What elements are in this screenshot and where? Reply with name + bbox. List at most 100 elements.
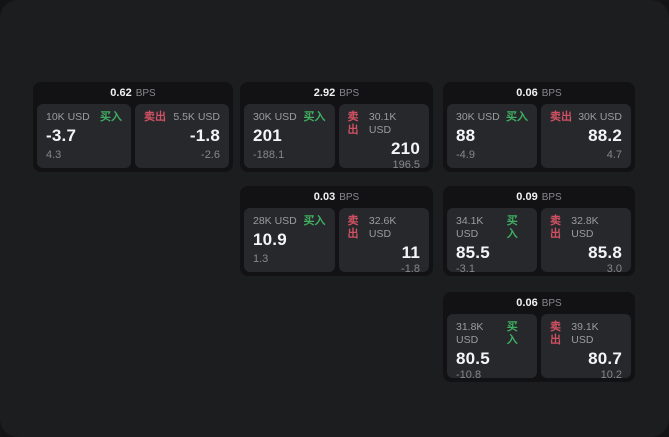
- sell-label-row: 卖出 32.8K USD: [550, 215, 622, 241]
- spread-unit: BPS: [339, 191, 360, 203]
- spread-header: 2.92 BPS: [240, 82, 433, 104]
- spread-value: 0.09: [516, 191, 538, 203]
- panels-row: 28K USD 买入 10.9 1.3 卖出 32.6K USD 11 -1.8: [244, 208, 429, 275]
- spread-unit: BPS: [541, 297, 562, 309]
- sell-side-label: 卖出: [347, 215, 359, 240]
- sell-quote-button[interactable]: 卖出 30K USD 88.2 4.7: [541, 104, 631, 168]
- panels-row: 31.8K USD 买入 80.5 -10.8 卖出 39.1K USD 80.…: [447, 314, 631, 381]
- buy-notional: 31.8K USD: [456, 321, 484, 346]
- quote-card: 0.06 BPS 31.8K USD 买入 80.5 -10.8 卖出 39.1…: [443, 292, 635, 382]
- buy-side-label: 买入: [100, 111, 122, 123]
- buy-quote-button[interactable]: 10K USD 买入 -3.7 4.3: [37, 104, 131, 168]
- buy-notional: 30K USD: [456, 111, 500, 123]
- sell-side-label: 卖出: [550, 321, 561, 346]
- sell-label-row: 卖出 30K USD: [550, 111, 622, 124]
- buy-price: 80.5: [456, 349, 490, 368]
- buy-quote-button[interactable]: 31.8K USD 买入 80.5 -10.8: [447, 314, 537, 381]
- buy-side-label: 买入: [303, 111, 326, 123]
- panels-row: 10K USD 买入 -3.7 4.3 卖出 5.5K USD -1.8 -2.…: [37, 104, 229, 168]
- spread-value: 0.06: [516, 87, 538, 99]
- sell-side-label: 卖出: [550, 215, 561, 240]
- sell-price: 88.2: [588, 126, 622, 145]
- spread-unit: BPS: [541, 191, 562, 203]
- buy-delta: -4.9: [456, 149, 475, 161]
- sell-price: 80.7: [588, 349, 622, 368]
- buy-side-label: 买入: [303, 215, 326, 227]
- sell-notional: 30.1K USD: [368, 111, 397, 136]
- spread-header: 0.06 BPS: [443, 292, 635, 314]
- buy-notional: 28K USD: [253, 215, 297, 227]
- spread-header: 0.06 BPS: [443, 82, 635, 104]
- sell-label-row: 卖出 39.1K USD: [550, 321, 622, 347]
- sell-price: 11: [401, 243, 420, 262]
- buy-notional: 30K USD: [253, 111, 297, 123]
- sell-side-label: 卖出: [144, 111, 166, 123]
- spread-header: 0.09 BPS: [443, 186, 635, 208]
- sell-quote-button[interactable]: 卖出 32.8K USD 85.8 3.0: [541, 208, 631, 275]
- sell-quote-button[interactable]: 卖出 32.6K USD 11 -1.8: [338, 208, 429, 275]
- buy-delta: 1.3: [253, 253, 269, 265]
- spread-value: 0.03: [313, 191, 336, 203]
- sell-notional: 5.5K USD: [173, 111, 220, 123]
- buy-label-row: 34.1K USD 买入: [456, 215, 528, 241]
- sell-label-row: 卖出 30.1K USD: [348, 111, 421, 137]
- sell-delta: -2.6: [201, 149, 220, 161]
- buy-label-row: 30K USD 买入: [253, 111, 326, 124]
- spread-unit: BPS: [135, 87, 156, 99]
- sell-quote-button[interactable]: 卖出 30.1K USD 210 196.5: [338, 104, 429, 171]
- buy-quote-button[interactable]: 30K USD 买入 88 -4.9: [447, 104, 537, 168]
- buy-notional: 34.1K USD: [456, 215, 484, 240]
- buy-label-row: 28K USD 买入: [253, 215, 326, 228]
- buy-price: -3.7: [46, 126, 77, 145]
- spread-unit: BPS: [541, 87, 562, 99]
- sell-notional: 32.8K USD: [571, 215, 599, 240]
- sell-side-label: 卖出: [347, 111, 359, 136]
- buy-price: 201: [253, 126, 282, 145]
- buy-delta: -10.8: [456, 369, 482, 381]
- buy-side-label: 买入: [506, 215, 518, 240]
- quote-card: 0.62 BPS 10K USD 买入 -3.7 4.3 卖出 5.5K USD…: [33, 82, 233, 172]
- sell-quote-button[interactable]: 卖出 39.1K USD 80.7 10.2: [541, 314, 631, 381]
- buy-notional: 10K USD: [46, 111, 90, 123]
- sell-notional: 32.6K USD: [368, 215, 397, 240]
- buy-delta: -188.1: [253, 149, 285, 161]
- quote-card: 2.92 BPS 30K USD 买入 201 -188.1 卖出 30.1K …: [240, 82, 433, 172]
- buy-price: 10.9: [253, 230, 287, 249]
- buy-price: 85.5: [456, 243, 490, 262]
- buy-delta: -3.1: [456, 263, 475, 275]
- buy-label-row: 31.8K USD 买入: [456, 321, 528, 347]
- buy-side-label: 买入: [506, 321, 518, 346]
- sell-delta: 4.7: [606, 149, 622, 161]
- spread-unit: BPS: [339, 87, 360, 99]
- spread-value: 2.92: [313, 87, 336, 99]
- buy-label-row: 10K USD 买入: [46, 111, 122, 124]
- quote-card: 0.06 BPS 30K USD 买入 88 -4.9 卖出 30K USD 8…: [443, 82, 635, 172]
- sell-quote-button[interactable]: 卖出 5.5K USD -1.8 -2.6: [135, 104, 229, 168]
- buy-label-row: 30K USD 买入: [456, 111, 528, 124]
- sell-delta: 10.2: [600, 369, 622, 381]
- buy-quote-button[interactable]: 30K USD 买入 201 -188.1: [244, 104, 335, 168]
- panels-row: 30K USD 买入 201 -188.1 卖出 30.1K USD 210 1…: [244, 104, 429, 171]
- sell-price: -1.8: [189, 126, 220, 145]
- sell-price: 85.8: [588, 243, 622, 262]
- buy-quote-button[interactable]: 34.1K USD 买入 85.5 -3.1: [447, 208, 537, 275]
- buy-side-label: 买入: [506, 111, 528, 123]
- spread-value: 0.06: [516, 297, 538, 309]
- panels-row: 34.1K USD 买入 85.5 -3.1 卖出 32.8K USD 85.8…: [447, 208, 631, 275]
- sell-price: 210: [391, 139, 420, 158]
- sell-delta: -1.8: [401, 263, 420, 275]
- sell-side-label: 卖出: [550, 111, 572, 123]
- buy-delta: 4.3: [46, 149, 62, 161]
- sell-delta: 196.5: [392, 159, 420, 171]
- spread-header: 0.03 BPS: [240, 186, 433, 208]
- buy-quote-button[interactable]: 28K USD 买入 10.9 1.3: [244, 208, 335, 272]
- sell-notional: 39.1K USD: [571, 321, 599, 346]
- spread-header: 0.62 BPS: [33, 82, 233, 104]
- quote-card: 0.03 BPS 28K USD 买入 10.9 1.3 卖出 32.6K US…: [240, 186, 433, 276]
- sell-label-row: 卖出 5.5K USD: [144, 111, 220, 124]
- quote-card: 0.09 BPS 34.1K USD 买入 85.5 -3.1 卖出 32.8K…: [443, 186, 635, 276]
- sell-notional: 30K USD: [578, 111, 622, 123]
- sell-delta: 3.0: [606, 263, 622, 275]
- sell-label-row: 卖出 32.6K USD: [348, 215, 421, 241]
